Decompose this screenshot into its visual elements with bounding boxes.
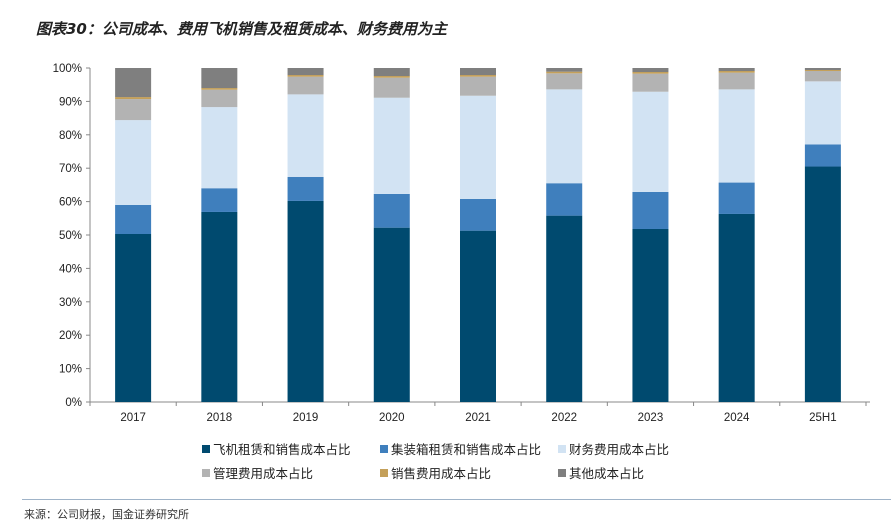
bar-segment bbox=[632, 72, 669, 74]
bar-segment bbox=[460, 198, 496, 231]
bar-segment bbox=[460, 76, 496, 96]
bar-segment bbox=[115, 99, 152, 121]
bar-segment bbox=[287, 94, 324, 177]
bar-segment bbox=[546, 183, 583, 216]
legend-swatch bbox=[558, 468, 566, 477]
bar-segment bbox=[804, 70, 841, 72]
bar-segment bbox=[373, 193, 410, 228]
legend-item-container: 集装箱租赁和销售成本占比 bbox=[380, 439, 541, 458]
bar-segment bbox=[115, 204, 152, 234]
bar-segment bbox=[460, 75, 496, 77]
x-tick-label: 2024 bbox=[724, 412, 750, 424]
y-tick-label: 20% bbox=[59, 330, 82, 342]
bar-segment bbox=[287, 76, 324, 95]
bar-segment bbox=[804, 144, 841, 167]
bar-segment bbox=[804, 81, 841, 145]
legend-item-other: 其他成本占比 bbox=[558, 463, 644, 482]
bar-segment bbox=[115, 97, 152, 100]
x-tick-label: 2020 bbox=[379, 412, 405, 424]
x-tick-label: 2021 bbox=[465, 412, 491, 424]
chart-title: 图表30：公司成本、费用飞机销售及租赁成本、财务费用为主 bbox=[36, 20, 447, 38]
x-tick-label: 2017 bbox=[120, 412, 146, 424]
y-tick-label: 60% bbox=[59, 197, 82, 209]
bar-segment bbox=[718, 89, 755, 183]
bar-segment bbox=[373, 76, 410, 78]
y-tick-label: 30% bbox=[59, 297, 82, 309]
legend-swatch bbox=[558, 444, 566, 453]
bar-segment bbox=[546, 71, 583, 74]
y-tick-label: 70% bbox=[59, 163, 82, 175]
legend-item-finance: 财务费用成本占比 bbox=[558, 439, 669, 458]
bar-segment bbox=[546, 73, 583, 90]
bar-segment bbox=[632, 91, 669, 192]
bar-segment bbox=[718, 71, 755, 73]
bar-segment bbox=[287, 68, 324, 76]
bar-segment bbox=[718, 68, 755, 72]
y-tick-label: 50% bbox=[59, 230, 82, 242]
bar-segment bbox=[115, 233, 152, 402]
x-tick-label: 2018 bbox=[207, 412, 233, 424]
legend-label: 飞机租赁和销售成本占比 bbox=[213, 442, 351, 457]
y-tick-label: 100% bbox=[53, 63, 82, 75]
bar-segment bbox=[201, 88, 238, 90]
y-tick-label: 10% bbox=[59, 364, 82, 376]
legend-item-aircraft: 飞机租赁和销售成本占比 bbox=[202, 439, 351, 458]
legend-label: 其他成本占比 bbox=[569, 466, 645, 481]
bar-segment bbox=[460, 95, 496, 199]
bar-segment bbox=[201, 68, 238, 89]
bar-segment bbox=[804, 68, 841, 71]
x-tick-label: 2023 bbox=[638, 412, 664, 424]
bar-segment bbox=[201, 188, 238, 212]
bar-segment bbox=[546, 68, 583, 72]
bar-segment bbox=[546, 89, 583, 184]
bar-segment bbox=[718, 213, 755, 402]
bar-segment bbox=[201, 89, 238, 108]
bar-segment bbox=[718, 72, 755, 90]
legend-label: 财务费用成本占比 bbox=[569, 442, 670, 457]
x-tick-label: 25H1 bbox=[809, 412, 837, 424]
y-tick-label: 90% bbox=[59, 96, 82, 108]
footer-divider bbox=[22, 499, 891, 500]
bar-segment bbox=[373, 68, 410, 77]
bar-segment bbox=[804, 71, 841, 82]
y-tick-label: 0% bbox=[65, 397, 82, 409]
bar-segment bbox=[115, 120, 152, 205]
bar-segment bbox=[373, 227, 410, 402]
x-tick-label: 2019 bbox=[293, 412, 319, 424]
y-tick-label: 80% bbox=[59, 130, 82, 142]
bar-segment bbox=[460, 68, 496, 76]
bar-segment bbox=[718, 182, 755, 214]
legend-item-sales: 销售费用成本占比 bbox=[380, 463, 491, 482]
y-tick-label: 40% bbox=[59, 263, 82, 275]
legend-swatch bbox=[380, 468, 388, 477]
bar-segment bbox=[373, 77, 410, 98]
bar-segment bbox=[632, 191, 669, 229]
bar-segment bbox=[287, 200, 324, 402]
source-note: 来源：公司财报，国金证券研究所 bbox=[24, 508, 189, 521]
bar-segment bbox=[201, 107, 238, 189]
legend-swatch bbox=[202, 444, 210, 453]
bar-segment bbox=[201, 211, 238, 402]
stacked-bar-chart: 0% 10% 20% 30% 40% 50% 60% 70% 80% 90% 100% 2017 201… bbox=[53, 63, 870, 424]
bar-segment bbox=[115, 68, 152, 98]
legend-label: 销售费用成本占比 bbox=[391, 466, 492, 481]
bar-segment bbox=[632, 73, 669, 92]
legend-swatch bbox=[202, 468, 210, 477]
bar-segment bbox=[632, 68, 669, 73]
bar-segment bbox=[287, 75, 324, 77]
bar-segment bbox=[546, 215, 583, 402]
x-tick-label: 2022 bbox=[551, 412, 577, 424]
bar-segment bbox=[632, 228, 669, 402]
legend-item-admin: 管理费用成本占比 bbox=[202, 463, 313, 482]
bar-segment bbox=[460, 230, 496, 402]
bar-segment bbox=[287, 176, 324, 201]
legend-label: 集装箱租赁和销售成本占比 bbox=[391, 442, 542, 457]
bar-segment bbox=[804, 166, 841, 402]
bar-segment bbox=[373, 97, 410, 194]
legend-label: 管理费用成本占比 bbox=[213, 466, 314, 481]
legend-swatch bbox=[380, 444, 388, 453]
